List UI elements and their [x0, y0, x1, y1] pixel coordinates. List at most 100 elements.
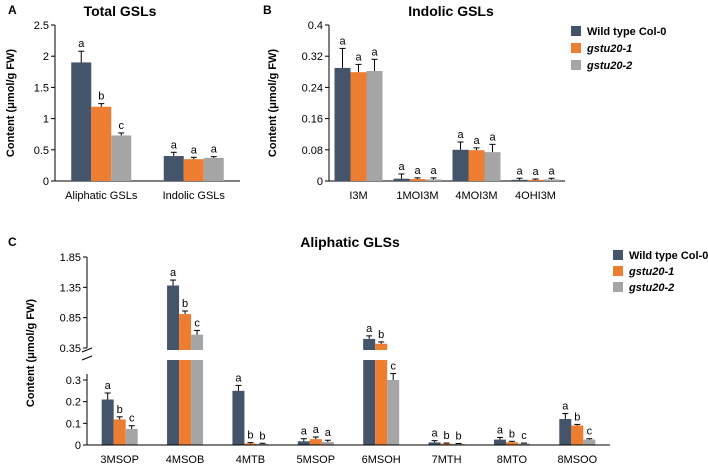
significance-letter: c [587, 426, 593, 438]
bar [511, 179, 528, 181]
y-tick-label: 2 [43, 51, 49, 63]
bar [256, 443, 269, 445]
y-tick-label: 1 [43, 114, 49, 126]
bar [350, 72, 367, 181]
legend-label: gstu20-1 [586, 43, 632, 55]
bar [179, 314, 192, 445]
bar [493, 439, 506, 445]
axis-break-band [81, 350, 610, 360]
category-label: 5MSOP [297, 454, 336, 466]
bar [366, 71, 383, 181]
significance-letter: a [191, 144, 198, 156]
significance-letter: a [548, 165, 555, 177]
bar [393, 178, 410, 181]
chart-title: Total GSLs [84, 3, 157, 19]
significance-letter: a [325, 427, 332, 439]
significance-letter: a [497, 424, 504, 436]
bar [125, 428, 138, 445]
y-tick-label: 1.5 [34, 82, 49, 94]
y-tick-label: 0 [317, 176, 323, 188]
legend-swatch [571, 26, 581, 36]
y-tick-label: 0.5 [34, 145, 49, 157]
significance-letter: a [366, 323, 373, 335]
y-tick-label: 0.3 [66, 375, 81, 387]
panel-label: B [263, 3, 272, 17]
significance-letter: b [444, 430, 450, 442]
significance-letter: b [574, 411, 580, 423]
significance-letter: a [170, 267, 177, 279]
significance-letter: a [414, 165, 421, 177]
bar [440, 443, 453, 445]
category-label: I3M [349, 190, 367, 202]
bar [425, 179, 442, 181]
bar [203, 157, 224, 181]
significance-letter: a [105, 380, 112, 392]
category-label: 8MSOO [557, 454, 597, 466]
bar [452, 149, 469, 181]
significance-letter: a [532, 166, 539, 178]
legend-swatch [613, 266, 623, 276]
bar [309, 439, 322, 445]
bar [191, 334, 204, 445]
y-tick-label: 0.08 [302, 145, 323, 157]
significance-letter: a [473, 135, 480, 147]
bar [163, 156, 184, 181]
y-tick-label: 0.4 [308, 20, 323, 32]
bar [101, 399, 114, 445]
legend-swatch [571, 43, 581, 53]
significance-letter: c [129, 413, 135, 425]
significance-letter: b [456, 430, 462, 442]
axis-break-mark [81, 355, 93, 361]
y-tick-label: 0.2 [66, 397, 81, 409]
significance-letter: a [211, 144, 218, 156]
category-label: 6MSOH [362, 454, 401, 466]
bar [183, 159, 204, 181]
significance-letter: b [259, 430, 265, 442]
significance-letter: a [562, 401, 569, 413]
legend-swatch [571, 60, 581, 70]
significance-letter: a [301, 426, 308, 438]
category-label: Indolic GSLs [163, 190, 226, 202]
significance-letter: c [521, 430, 527, 442]
bar [409, 179, 426, 181]
y-axis-label: Content (μmol/g FW) [25, 299, 37, 407]
bar [517, 443, 530, 445]
y-tick-label: 0.16 [302, 114, 323, 126]
legend-swatch [613, 250, 623, 260]
legend-label: gstu20-1 [628, 266, 674, 278]
bar [559, 419, 572, 445]
bar [527, 179, 544, 181]
significance-letter: a [457, 129, 464, 141]
significance-letter: a [339, 35, 346, 47]
significance-letter: b [182, 298, 188, 310]
bar [375, 343, 388, 445]
category-label: 1MOI3M [396, 190, 438, 202]
chart-title: Aliphatic GLSs [300, 234, 400, 250]
category-label: 4MTB [236, 454, 265, 466]
y-tick-label: 0.35 [60, 343, 81, 355]
axis-break-mark [81, 347, 93, 353]
legend-label: Wild type Col-0 [587, 26, 666, 38]
bar [468, 150, 485, 181]
category-label: 7MTH [432, 454, 462, 466]
y-tick-label: 0 [43, 176, 49, 188]
bar [297, 441, 310, 445]
y-tick-label: 0.24 [302, 82, 323, 94]
significance-letter: a [235, 372, 242, 384]
category-label: 3MSOP [100, 454, 139, 466]
significance-letter: a [313, 424, 320, 436]
significance-letter: c [194, 317, 200, 329]
bar [321, 441, 334, 445]
bar [505, 442, 518, 445]
significance-letter: a [371, 46, 378, 58]
significance-letter: b [509, 428, 515, 440]
bar [387, 380, 400, 445]
panel-label: C [8, 235, 17, 249]
legend-swatch [613, 282, 623, 292]
significance-letter: a [78, 38, 85, 50]
significance-letter: a [430, 165, 437, 177]
chart-title: Indolic GSLs [408, 3, 494, 19]
significance-letter: b [378, 329, 384, 341]
significance-letter: a [489, 131, 496, 143]
